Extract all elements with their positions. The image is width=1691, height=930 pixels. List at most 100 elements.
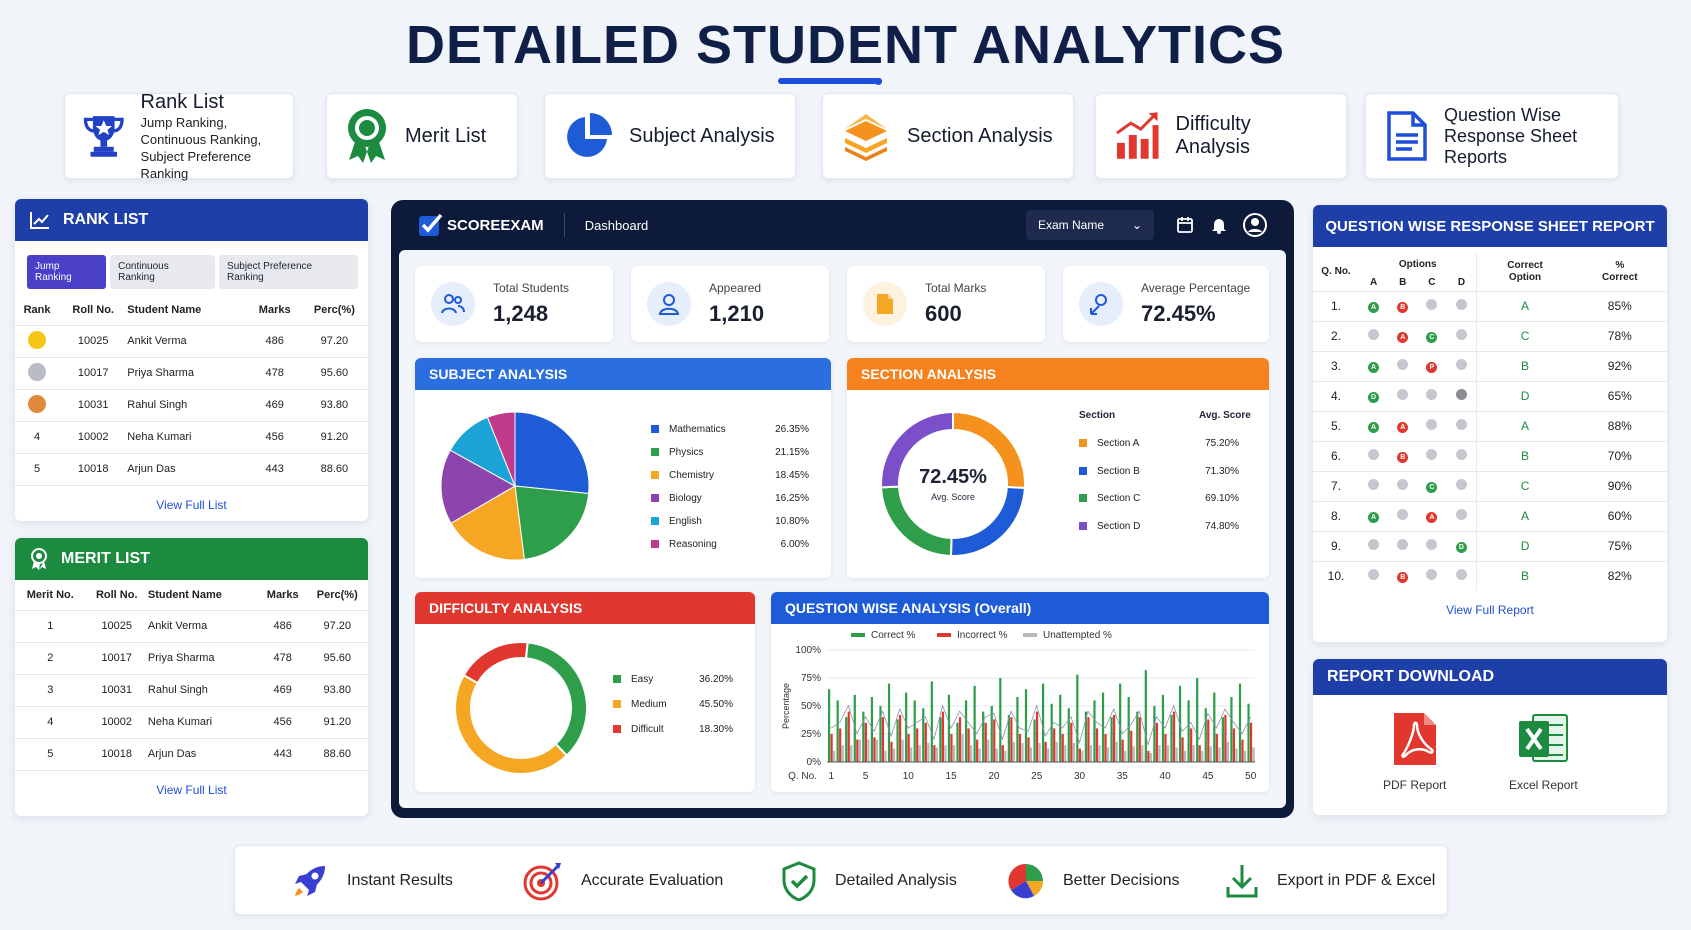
legend-swatch (613, 675, 621, 684)
bar-unattempted (1175, 747, 1178, 762)
legend-value: 18.45% (775, 470, 809, 481)
bar-correct (1024, 689, 1028, 762)
col-header: Student Name (147, 588, 222, 601)
cell: 4 (15, 420, 60, 453)
legend-swatch (937, 633, 951, 637)
qwise-view-full-report-link[interactable]: View Full Report (1446, 603, 1534, 617)
user-avatar-icon[interactable] (1242, 212, 1268, 238)
bar-correct (1221, 717, 1224, 762)
dashboard-window: SCOREEXAM Dashboard Exam Name ⌄ Total Stu… (391, 200, 1294, 818)
bar-incorrect (1207, 719, 1210, 762)
bell-icon[interactable] (1210, 216, 1228, 234)
x-tick-label: 30 (1074, 771, 1086, 782)
x-tick-label: 40 (1160, 771, 1172, 782)
tab-jump-ranking[interactable]: Jump Ranking (27, 255, 107, 289)
legend-value: 18.30% (699, 724, 733, 735)
q-number: 10. (1327, 569, 1345, 584)
tab-continuous-ranking[interactable]: Continuous Ranking (110, 255, 216, 289)
tab-subject-preference-ranking[interactable]: Subject Preference Ranking (219, 255, 358, 289)
excel-report-button[interactable]: Excel Report (1509, 711, 1578, 792)
table-row[interactable]: 10025 Ankit Verma 486 97.20 (15, 324, 368, 357)
slice-section-d (880, 410, 954, 489)
table-row[interactable]: 4 10002 Neha Kumari 456 91.20 (15, 705, 368, 738)
chart-line-icon (30, 212, 49, 229)
feature-merit-list[interactable]: Merit List (326, 93, 518, 179)
y-tick-label: 100% (795, 645, 821, 656)
bar-incorrect (847, 711, 850, 762)
calendar-icon[interactable] (1176, 216, 1194, 234)
bar-unattempted (1072, 742, 1075, 762)
rank-table: Rank Roll No. Student Name Marks Perc(%) 100… (15, 295, 368, 485)
feature-rank-list[interactable]: Rank List Jump Ranking, Continuous Ranki… (64, 91, 294, 181)
option-dot (1455, 449, 1467, 460)
q-number: 7. (1330, 479, 1341, 493)
percent-correct: 82% (1607, 569, 1632, 584)
feature-difficulty-label: Difficulty Analysis (1175, 113, 1251, 158)
legend-name: Physics (669, 447, 704, 458)
cell: 93.80 (300, 388, 368, 421)
subject-analysis-card: SUBJECT ANALYSIS Mathematics 26.35% Physic… (415, 358, 831, 578)
table-row[interactable]: 10017 Priya Sharma 478 95.60 (15, 356, 368, 389)
table-row[interactable]: 10031 Rahul Singh 469 93.80 (15, 388, 368, 421)
table-row[interactable]: 3. A P B 92% (1313, 351, 1667, 381)
feature-section-analysis[interactable]: Section Analysis (822, 93, 1074, 179)
legend-value: 71.30% (1205, 465, 1239, 477)
bar-unattempted (1021, 742, 1024, 762)
nav-dashboard[interactable]: Dashboard (584, 217, 649, 233)
bar-incorrect (1232, 728, 1236, 762)
bar-incorrect (941, 711, 945, 762)
cell: 10025 (59, 324, 128, 357)
option-dot (1426, 299, 1438, 310)
bar-unattempted (935, 747, 938, 762)
pdf-report-button[interactable]: PDF Report (1383, 711, 1446, 792)
bar-correct (836, 700, 839, 762)
legend-name: Difficult (631, 724, 664, 735)
table-row[interactable]: 1. A B A 85% (1313, 291, 1667, 321)
table-row[interactable]: 1 10025 Ankit Verma 486 97.20 (15, 609, 368, 642)
bar-incorrect (1095, 728, 1099, 762)
bar-correct (990, 706, 993, 762)
table-row[interactable]: 5 10018 Arjun Das 443 88.60 (15, 737, 368, 770)
rank-view-full-list-link[interactable]: View Full List (15, 485, 368, 512)
report-download-panel: REPORT DOWNLOAD PDF Report Excel Report (1313, 659, 1667, 815)
table-row[interactable]: 2. A C C 78% (1313, 321, 1667, 351)
users-icon (431, 282, 475, 326)
table-row[interactable]: 4. D D 65% (1313, 381, 1667, 411)
cell: 10017 (59, 356, 128, 389)
q-number: 9. (1330, 539, 1341, 553)
cell: 478 (248, 356, 301, 389)
feature-question-wise[interactable]: Question Wise Response Sheet Reports (1365, 93, 1619, 179)
bar-incorrect (1224, 714, 1227, 762)
bar-incorrect (890, 741, 893, 762)
q-number: 2. (1330, 329, 1341, 343)
table-row[interactable]: 2 10017 Priya Sharma 478 95.60 (15, 641, 368, 674)
col-header: % Correct (1602, 259, 1638, 283)
table-row[interactable]: 5 10018 Arjun Das 443 88.60 (15, 452, 368, 485)
table-row[interactable]: 3 10031 Rahul Singh 469 93.80 (15, 673, 368, 706)
percent-correct: 65% (1607, 389, 1632, 403)
col-header: Roll No. (95, 588, 138, 601)
exam-name-select[interactable]: Exam Name ⌄ (1026, 210, 1154, 240)
table-row[interactable]: 9. D D 75% (1313, 531, 1667, 561)
stat-label: Average Percentage (1141, 281, 1251, 295)
table-row[interactable]: 7. C C 90% (1313, 471, 1667, 501)
bar-unattempted (910, 747, 913, 762)
merit-view-full-list-link[interactable]: View Full List (15, 770, 368, 797)
cell: 469 (258, 673, 307, 706)
table-row[interactable]: 10. B B 82% (1313, 561, 1667, 591)
feature-subject-analysis[interactable]: Subject Analysis (544, 93, 796, 179)
feature-difficulty-analysis[interactable]: Difficulty Analysis (1095, 93, 1347, 179)
table-row[interactable]: 8. A A A 60% (1313, 501, 1667, 531)
option-mark: A (1368, 301, 1380, 313)
table-row[interactable]: 6. B B 70% (1313, 441, 1667, 471)
table-row[interactable]: 5. A A A 88% (1313, 411, 1667, 441)
option-mark: A (1368, 511, 1380, 523)
slice-easy (524, 641, 588, 757)
bar-unattempted (1106, 747, 1110, 762)
silver-medal-icon (28, 362, 47, 381)
cell: 97.20 (306, 609, 368, 642)
table-row[interactable]: 4 10002 Neha Kumari 456 91.20 (15, 420, 368, 453)
bar-incorrect (864, 722, 867, 762)
cell: 456 (258, 705, 307, 738)
correct-option: C (1476, 471, 1573, 501)
